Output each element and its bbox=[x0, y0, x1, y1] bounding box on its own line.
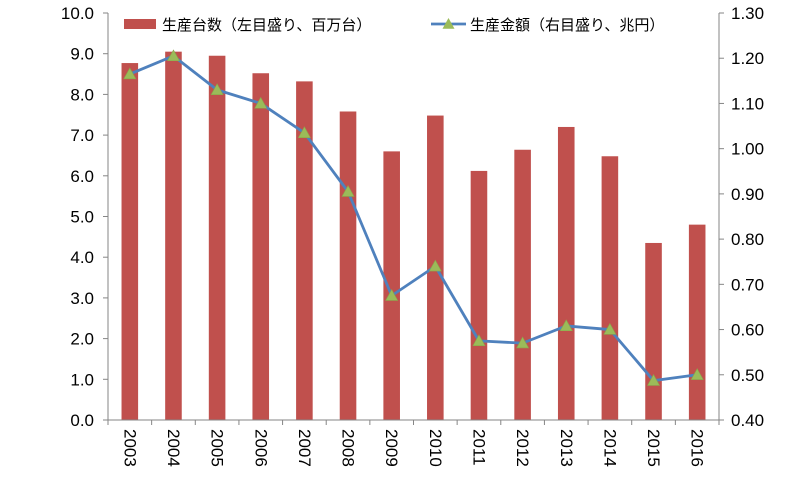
x-tick-label-2016: 2016 bbox=[688, 429, 707, 467]
right-tick-label: 1.20 bbox=[731, 49, 764, 68]
x-tick-label-2003: 2003 bbox=[120, 429, 139, 467]
legend-swatch-bars bbox=[124, 19, 156, 29]
x-tick-label-2015: 2015 bbox=[644, 429, 663, 467]
x-tick-label-2012: 2012 bbox=[513, 429, 532, 467]
line-group bbox=[123, 49, 704, 386]
marker-2010 bbox=[428, 259, 442, 272]
marker-2003 bbox=[123, 67, 137, 80]
x-tick-label-2004: 2004 bbox=[164, 429, 183, 467]
bar-2016 bbox=[688, 224, 706, 420]
x-tick-label-2007: 2007 bbox=[295, 429, 314, 467]
bar-2014 bbox=[601, 156, 619, 420]
legend: 生産台数（左目盛り、百万台） 生産金額（右目盛り、兆円） bbox=[124, 16, 664, 34]
marker-2012 bbox=[516, 336, 530, 349]
legend-marker-line bbox=[442, 18, 455, 29]
left-tick-label: 6.0 bbox=[70, 167, 94, 186]
left-tick-label: 0.0 bbox=[70, 411, 94, 430]
marker-2014 bbox=[603, 322, 617, 335]
x-tick-label-2011: 2011 bbox=[469, 429, 488, 466]
line-series bbox=[129, 54, 698, 383]
left-tick-label: 10.0 bbox=[61, 4, 94, 23]
legend-label-line: 生産金額（右目盛り、兆円） bbox=[470, 16, 664, 34]
x-tick-label-2008: 2008 bbox=[339, 429, 358, 467]
left-tick-label: 1.0 bbox=[70, 370, 94, 389]
left-tick-label: 9.0 bbox=[70, 45, 94, 64]
left-tick-label: 8.0 bbox=[70, 85, 94, 104]
right-tick-label: 0.50 bbox=[731, 366, 764, 385]
x-tick-label-2006: 2006 bbox=[251, 429, 270, 467]
ticks-group: 0.0 1.0 2.0 3.0 4.0 5.0 6.0 7.0 8.0 9.0 10.0 0.40 0.… bbox=[61, 4, 764, 467]
left-tick-label: 7.0 bbox=[70, 126, 94, 145]
right-tick-label: 0.90 bbox=[731, 185, 764, 204]
marker-2015 bbox=[647, 374, 661, 386]
right-tick-label: 0.80 bbox=[731, 230, 764, 249]
bar-2015 bbox=[645, 242, 662, 420]
x-tick-label-2013: 2013 bbox=[557, 429, 576, 467]
bar-2012 bbox=[514, 149, 531, 420]
bar-2003 bbox=[121, 63, 139, 421]
marker-2005 bbox=[210, 83, 224, 95]
left-tick-label: 5.0 bbox=[70, 208, 94, 227]
bar-2006 bbox=[252, 73, 270, 421]
right-tick-label: 0.60 bbox=[731, 321, 764, 340]
right-tick-label: 1.00 bbox=[731, 140, 764, 159]
x-tick-label-2010: 2010 bbox=[426, 429, 445, 467]
marker-2006 bbox=[254, 96, 268, 109]
legend-label-bars: 生産台数（左目盛り、百万台） bbox=[162, 16, 371, 34]
left-tick-label: 2.0 bbox=[70, 330, 94, 349]
marker-2007 bbox=[297, 126, 311, 138]
x-tick-label-2014: 2014 bbox=[600, 429, 619, 467]
marker-2008 bbox=[341, 185, 355, 197]
bar-2004 bbox=[165, 51, 182, 420]
bar-2007 bbox=[296, 81, 313, 420]
x-tick-label-2009: 2009 bbox=[382, 429, 401, 467]
left-tick-label: 3.0 bbox=[70, 289, 94, 308]
marker-2004 bbox=[166, 49, 180, 62]
right-tick-label: 0.40 bbox=[731, 411, 764, 430]
x-tick-label-2005: 2005 bbox=[208, 429, 227, 467]
bar-2013 bbox=[557, 126, 575, 421]
bars-group bbox=[121, 51, 706, 421]
bar-2011 bbox=[470, 170, 488, 420]
marker-2013 bbox=[559, 319, 573, 332]
right-tick-label: 1.10 bbox=[731, 94, 764, 113]
bar-2008 bbox=[339, 111, 357, 421]
right-tick-label: 1.30 bbox=[731, 4, 764, 23]
left-tick-label: 4.0 bbox=[70, 248, 94, 267]
bar-2005 bbox=[208, 55, 226, 421]
marker-2011 bbox=[472, 334, 486, 346]
axes-group bbox=[103, 12, 724, 425]
marker-2016 bbox=[690, 368, 704, 380]
right-tick-label: 0.70 bbox=[731, 275, 764, 294]
bar-2009 bbox=[383, 151, 400, 420]
marker-2009 bbox=[385, 289, 399, 301]
